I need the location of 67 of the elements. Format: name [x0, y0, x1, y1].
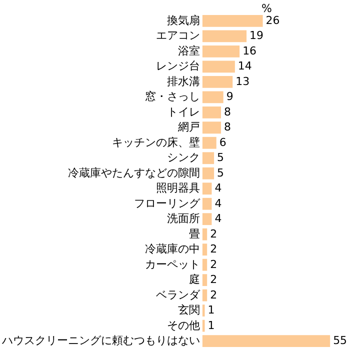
bar — [202, 289, 208, 302]
data-label: 26 — [266, 14, 280, 27]
data-label: 8 — [224, 105, 231, 118]
data-label: 2 — [210, 288, 218, 302]
y-tick-label: 冷蔵庫やたんすなどの隙間 — [68, 166, 200, 180]
data-label: 55 — [333, 334, 348, 348]
y-tick-label: レンジ台 — [156, 60, 200, 73]
data-label: 5 — [217, 166, 224, 180]
data-label: 13 — [236, 74, 250, 88]
data-label: 4 — [214, 196, 222, 210]
y-tick-label: フローリング — [134, 196, 201, 210]
y-tick-label: エアコン — [156, 29, 200, 42]
data-label: 2 — [210, 227, 218, 240]
data-label: 6 — [219, 136, 226, 149]
data-label: 16 — [242, 44, 257, 58]
bar — [202, 136, 216, 149]
data-label: 8 — [224, 120, 231, 134]
y-tick-label: ハウスクリーニングに頼むつもりはない — [0, 334, 200, 348]
bar — [202, 304, 205, 317]
y-tick-label: 窓・さっし — [144, 90, 200, 104]
bar — [202, 320, 205, 332]
x-axis-title: % — [262, 2, 272, 15]
bar — [202, 258, 208, 271]
bar — [202, 274, 208, 286]
bar — [202, 106, 222, 118]
y-tick-label: キッチンの床、壁 — [112, 136, 200, 149]
data-label: 2 — [210, 258, 218, 271]
data-label: 2 — [210, 242, 218, 256]
y-tick-label: 玄関 — [178, 304, 200, 317]
bar — [202, 244, 208, 256]
y-tick-label: トイレ — [166, 105, 200, 118]
data-label: 4 — [214, 182, 222, 195]
data-label: 1 — [208, 318, 215, 332]
data-label: 19 — [250, 29, 264, 42]
bar — [202, 30, 247, 42]
bar — [202, 335, 330, 347]
data-label: 5 — [217, 151, 224, 164]
bar — [202, 14, 263, 27]
y-tick-label: 浴室 — [178, 44, 200, 58]
bar — [202, 122, 222, 134]
y-tick-label: 庭 — [188, 273, 200, 286]
data-label: 1 — [208, 304, 215, 317]
y-tick-label: その他 — [166, 318, 200, 332]
bar — [202, 76, 233, 88]
y-tick-label: 畳 — [188, 227, 200, 240]
y-tick-label: 照明器具 — [156, 182, 200, 195]
y-tick-label: 換気扇 — [166, 14, 200, 27]
y-tick-label: 排水溝 — [166, 74, 200, 88]
bar — [202, 213, 212, 226]
bar — [202, 198, 212, 210]
bar — [202, 45, 240, 58]
y-tick-label: 冷蔵庫の中 — [144, 242, 200, 256]
bar — [202, 91, 224, 104]
bar — [202, 167, 214, 180]
data-label: 14 — [238, 60, 252, 73]
bar — [202, 182, 212, 195]
bar — [202, 152, 214, 164]
y-tick-label: カーペット — [144, 258, 200, 271]
y-tick-label: 網戸 — [176, 120, 200, 134]
y-tick-label: ベランダ — [156, 288, 201, 302]
y-tick-label: シンク — [166, 151, 200, 164]
data-label: 9 — [226, 90, 234, 104]
y-tick-label: 洗面所 — [166, 212, 200, 226]
bar — [202, 60, 235, 73]
data-label: 2 — [210, 273, 218, 286]
data-label: 4 — [214, 212, 222, 226]
bar — [202, 228, 208, 240]
